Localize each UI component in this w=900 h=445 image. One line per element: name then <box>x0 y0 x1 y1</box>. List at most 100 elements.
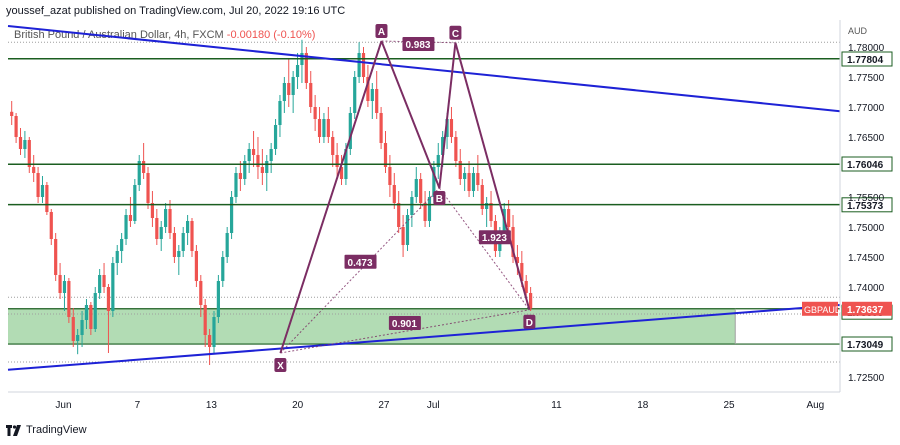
candle <box>14 113 18 143</box>
price-label-1.76046[interactable]: 1.76046 <box>841 156 893 172</box>
candle <box>397 191 401 233</box>
candle-body <box>256 155 260 167</box>
candle-body <box>471 173 476 191</box>
candle-body <box>199 281 203 305</box>
time-tick-label: Aug <box>806 400 824 411</box>
candle-body <box>89 305 93 329</box>
tradingview-logo-icon <box>6 424 21 436</box>
candle <box>84 299 89 329</box>
pattern-point-label: B <box>436 194 443 205</box>
candle-body <box>146 173 150 203</box>
candle-body <box>168 209 172 233</box>
candle <box>423 191 427 227</box>
candle-body <box>221 257 225 281</box>
candle-body <box>238 173 242 179</box>
price-chart[interactable]: X A B C D 0.983 0.473 1.923 0.901 AUD 1.72500 1.73… <box>0 0 900 420</box>
candle-body <box>84 305 89 320</box>
pattern-point-A[interactable]: A <box>375 24 388 38</box>
current-price-tag[interactable]: 1.73637 <box>842 301 892 316</box>
time-tick-label: Jul <box>427 400 440 411</box>
candle <box>98 269 102 299</box>
pattern-ratio-group: 1.923 <box>478 230 511 245</box>
candle <box>32 155 36 182</box>
candle-body <box>190 221 194 251</box>
candle-body <box>485 203 489 209</box>
price-label-bg <box>841 197 893 213</box>
candle <box>361 47 366 83</box>
candle-body <box>392 185 396 203</box>
pattern-point-X[interactable]: X <box>274 358 287 372</box>
candle <box>115 245 119 275</box>
candle <box>317 107 322 143</box>
candle-body <box>445 119 449 137</box>
candle <box>164 203 168 233</box>
price-label-bg <box>841 156 893 172</box>
tradingview-brand[interactable]: TradingView <box>6 424 87 436</box>
pattern-dotted-BD <box>439 187 530 311</box>
candle <box>49 209 53 245</box>
candle-body <box>128 215 133 221</box>
candle <box>379 107 383 149</box>
candle <box>247 143 251 173</box>
candle <box>216 275 220 323</box>
trendline-support[interactable] <box>7 304 841 371</box>
price-label-1.73049[interactable]: 1.73049 <box>841 336 893 352</box>
candle <box>186 215 190 245</box>
candle <box>427 191 432 227</box>
price-label-1.75373[interactable]: 1.75373 <box>841 197 893 213</box>
candle-body <box>441 137 445 155</box>
candle-body <box>410 197 414 215</box>
pattern-point-C[interactable]: C <box>449 25 462 40</box>
candle <box>199 275 203 317</box>
candle <box>467 161 471 197</box>
time-tick-label: 27 <box>378 400 390 411</box>
candle <box>414 167 418 203</box>
candle <box>40 176 45 203</box>
candle-body <box>203 305 207 335</box>
pattern-point-D[interactable]: D <box>523 314 536 329</box>
candle <box>146 167 150 209</box>
candle-body <box>278 101 282 125</box>
pattern-ratio-group: 0.473 <box>344 254 377 269</box>
candle-body <box>282 83 286 101</box>
candle-body <box>71 317 75 341</box>
candle-body <box>339 167 344 179</box>
symbol-tag[interactable]: GBPAUD <box>802 301 842 316</box>
candle-body <box>120 239 124 251</box>
pattern-ratio-bg <box>402 37 435 51</box>
price-label-1.77804[interactable]: 1.77804 <box>841 51 893 67</box>
candle-body <box>322 119 326 137</box>
candle <box>331 131 335 167</box>
candle-body <box>361 53 366 77</box>
price-label-bg <box>841 51 893 67</box>
pattern-point-B[interactable]: B <box>433 191 446 205</box>
candle <box>234 167 238 203</box>
candle-body <box>388 167 392 185</box>
candle <box>348 107 352 155</box>
candle-body <box>45 185 49 212</box>
current-price-text: 1.73637 <box>847 305 884 316</box>
candle <box>62 275 67 311</box>
price-tick-label: 1.77804 <box>847 55 884 66</box>
candle <box>485 197 489 227</box>
price-tick-label: 1.74500 <box>848 253 885 264</box>
candle-body <box>313 107 317 119</box>
candle <box>436 143 440 179</box>
candle <box>282 77 286 113</box>
candle-body <box>102 275 106 287</box>
candle-body <box>265 161 269 173</box>
candle-body <box>98 275 102 293</box>
price-label-bg <box>841 336 893 352</box>
candle-body <box>133 185 137 221</box>
candle <box>10 101 14 125</box>
candle <box>71 308 75 347</box>
pattern-point-label: A <box>378 27 385 38</box>
candle <box>326 107 330 143</box>
candle <box>89 302 93 335</box>
trendline-resistance[interactable] <box>7 25 841 113</box>
candle-body <box>331 137 335 155</box>
candle-body <box>207 335 212 347</box>
pattern-point-bg <box>375 24 388 38</box>
price-tick-label: 1.76046 <box>847 160 884 171</box>
candle-body <box>181 233 185 251</box>
